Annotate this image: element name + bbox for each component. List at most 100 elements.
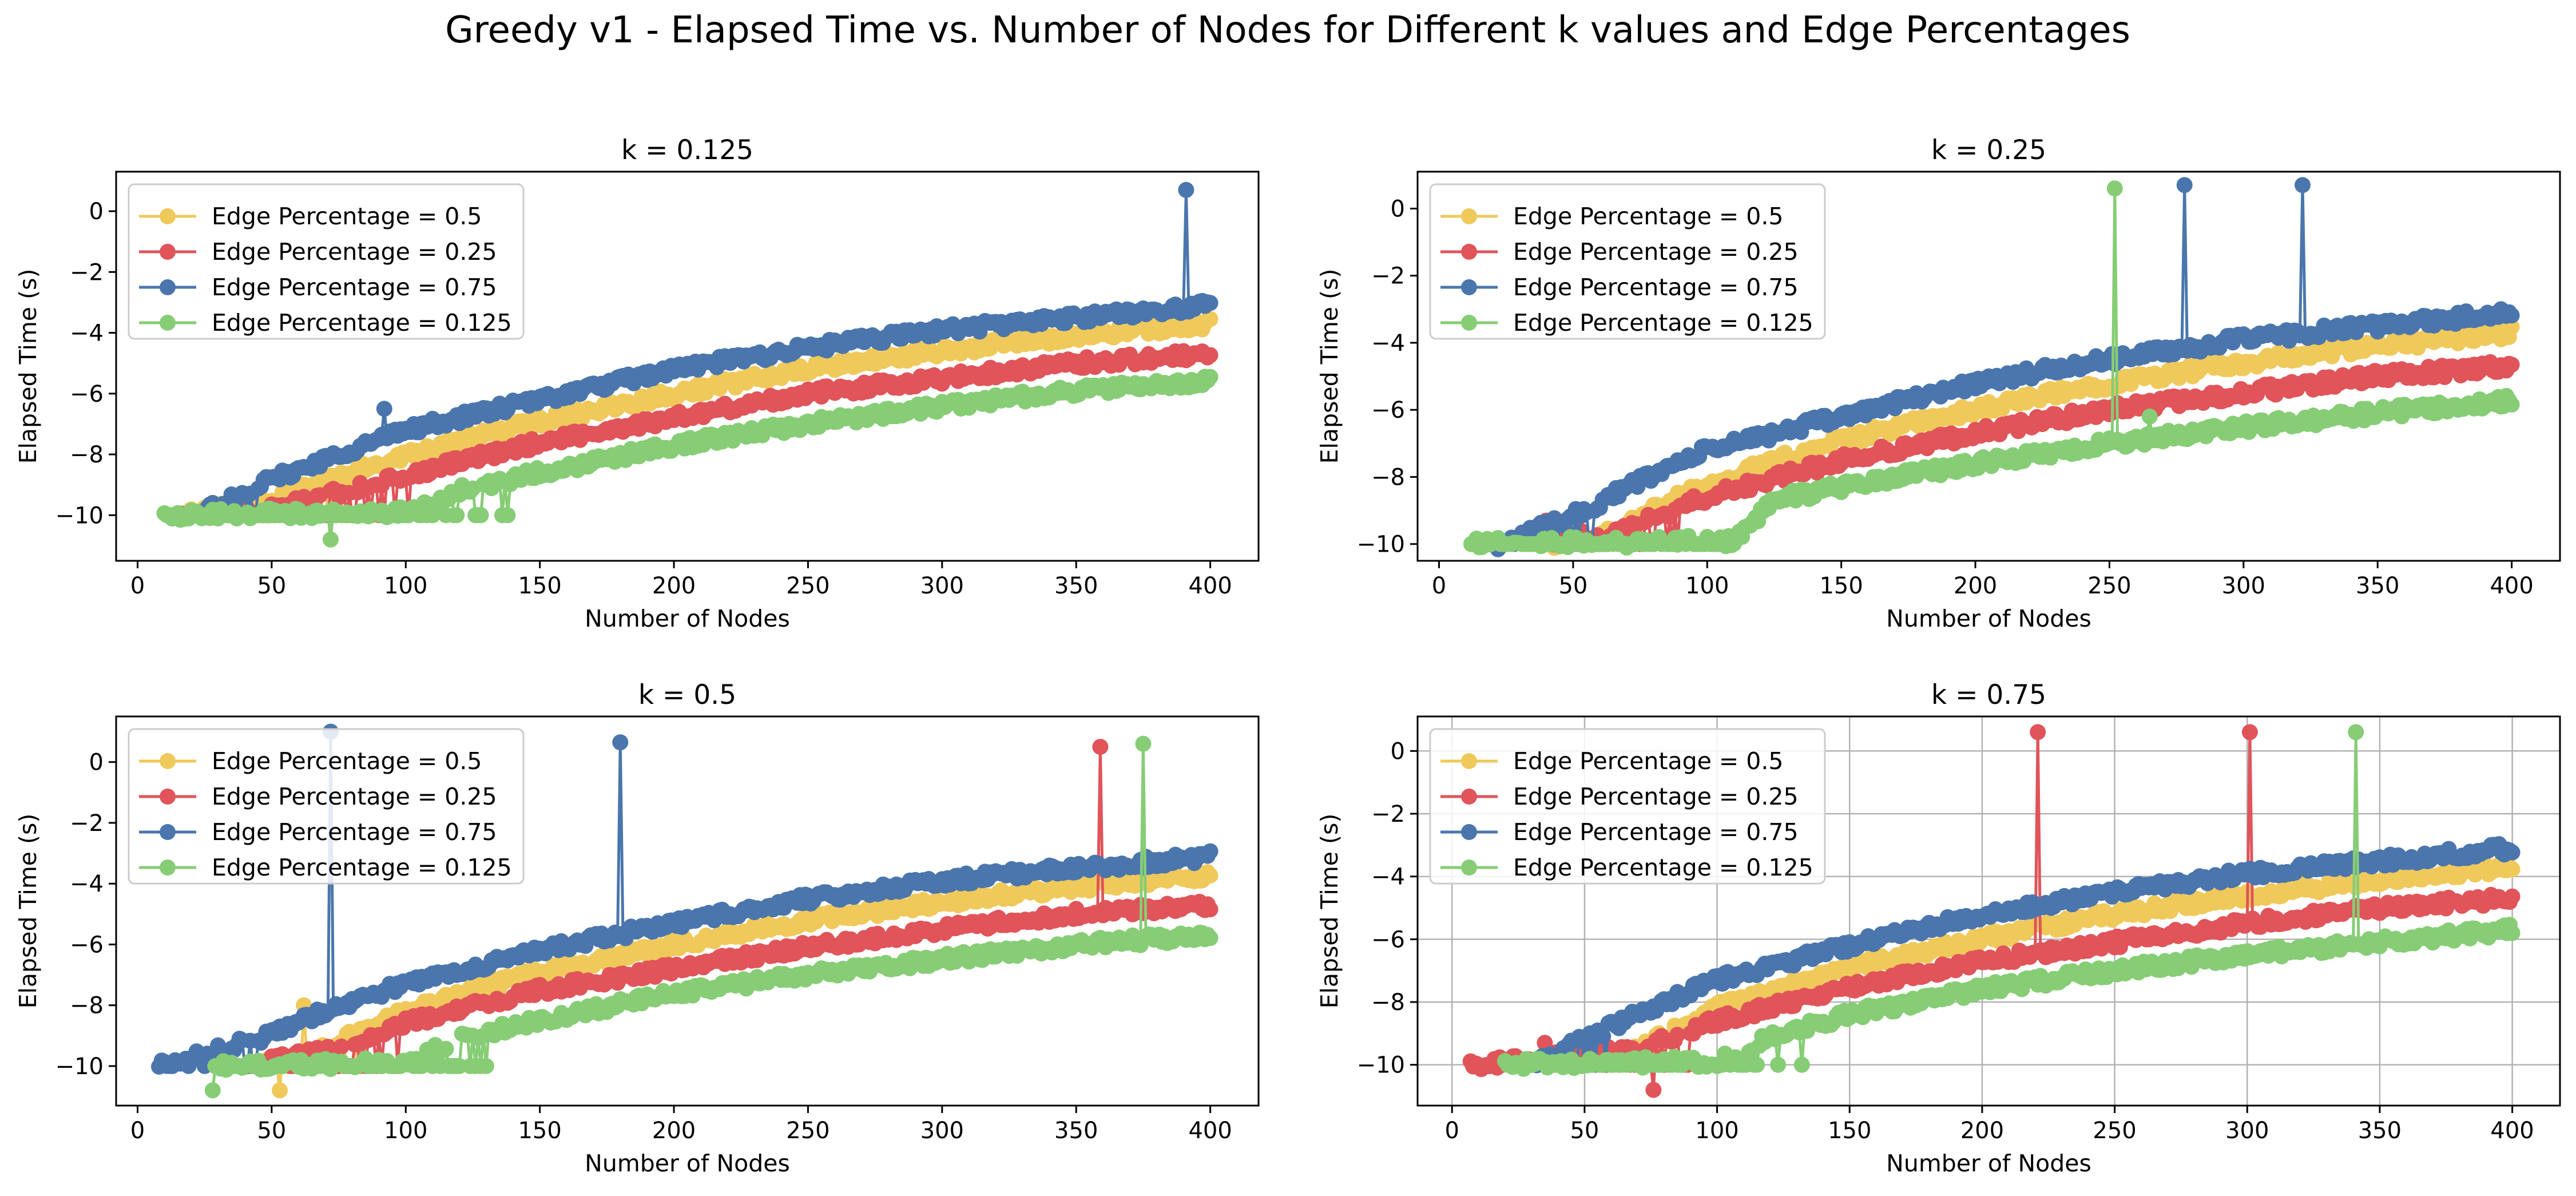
legend-label: Edge Percentage = 0.25 — [1513, 238, 1799, 266]
legend-swatch-marker — [160, 208, 176, 224]
figure-title: Greedy v1 - Elapsed Time vs. Number of N… — [445, 9, 2130, 52]
x-axis-label: Number of Nodes — [585, 605, 790, 632]
data-point — [1202, 930, 1218, 946]
plot-area — [1462, 724, 2521, 1098]
data-point — [448, 507, 465, 524]
legend-swatch-marker — [1461, 279, 1477, 295]
series-edge-percentage-0-125 — [156, 369, 1218, 548]
legend-swatch-marker — [1461, 244, 1477, 260]
x-tick-label: 150 — [518, 1118, 561, 1144]
legend-swatch-marker — [160, 860, 176, 876]
legend-swatch-marker — [160, 279, 176, 295]
chart-panel-4: 0 50 100 150 200 250 300 350 400−10−8−6−4−20k = … — [1316, 679, 2561, 1177]
data-point — [1135, 735, 1152, 752]
y-tick-label: −10 — [55, 502, 104, 529]
x-tick-label: 350 — [1054, 573, 1098, 599]
x-tick-label: 200 — [1954, 573, 1997, 599]
chart-panel-3: 0 50 100 150 200 250 300 350 400−10−8−6−4−20k = … — [14, 679, 1260, 1177]
data-point — [2176, 177, 2193, 193]
data-point — [272, 1082, 288, 1099]
data-point — [2503, 397, 2520, 413]
x-tick-label: 300 — [2222, 573, 2265, 599]
data-point — [2503, 357, 2520, 373]
legend-swatch-marker — [160, 315, 176, 331]
x-tick-label: 250 — [786, 1118, 829, 1144]
legend-label: Edge Percentage = 0.125 — [212, 309, 512, 336]
legend-label: Edge Percentage = 0.75 — [1513, 274, 1799, 301]
data-point — [1202, 347, 1218, 363]
y-tick-label: −2 — [1371, 263, 1405, 290]
x-tick-label: 300 — [920, 573, 964, 599]
x-tick-label: 150 — [518, 573, 561, 599]
x-tick-label: 0 — [130, 1118, 145, 1144]
axes-frame — [115, 171, 1260, 562]
legend-label: Edge Percentage = 0.125 — [212, 854, 512, 881]
chart-panel-1: 0 50 100 150 200 250 300 350 400−10−8−6−4−20k = … — [14, 134, 1260, 632]
legend: Edge Percentage = 0.5 Edge Percentage = 0… — [128, 183, 525, 340]
x-tick-label: 0 — [130, 573, 145, 599]
x-tick-label: 100 — [1685, 573, 1729, 599]
legend-label: Edge Percentage = 0.5 — [212, 203, 482, 230]
y-tick-label: −10 — [55, 1054, 104, 1080]
data-point — [1202, 295, 1218, 311]
series-edge-percentage-0-125 — [1463, 180, 2520, 556]
legend-box — [1429, 183, 1826, 340]
data-point — [1202, 867, 1218, 884]
legend-label: Edge Percentage = 0.125 — [1513, 309, 1813, 336]
data-point — [1202, 901, 1218, 917]
series-edge-percentage-0-5 — [1563, 856, 2521, 1074]
x-tick-label: 350 — [2356, 573, 2399, 599]
data-point — [204, 1082, 221, 1099]
series-line — [1541, 326, 2514, 549]
legend-label: Edge Percentage = 0.25 — [212, 783, 497, 810]
subplot-title: k = 0.125 — [621, 134, 753, 166]
legend-label: Edge Percentage = 0.25 — [212, 238, 497, 266]
subplot-title: k = 0.5 — [638, 679, 736, 711]
legend-box — [128, 183, 525, 340]
legend-box — [128, 728, 525, 885]
series-edge-percentage-0-5 — [1533, 319, 2520, 556]
axes-frame — [115, 715, 1260, 1107]
data-point — [473, 507, 489, 524]
y-tick-label: 0 — [89, 199, 104, 225]
y-tick-label: −6 — [70, 381, 104, 407]
x-tick-label: 350 — [1054, 1118, 1098, 1144]
data-point — [499, 507, 516, 524]
x-tick-label: 0 — [1432, 573, 1446, 599]
plot-area — [1463, 177, 2520, 557]
y-tick-label: −4 — [70, 320, 104, 347]
data-point — [612, 734, 629, 751]
x-tick-label: 100 — [384, 573, 427, 599]
legend-swatch-marker — [160, 244, 176, 260]
series-edge-percentage-0-125 — [204, 735, 1218, 1099]
y-tick-label: −8 — [70, 993, 104, 1019]
x-tick-label: 100 — [384, 1118, 427, 1144]
legend-swatch-marker — [1461, 208, 1477, 224]
x-tick-label: 250 — [2087, 573, 2131, 599]
data-point — [333, 1038, 350, 1055]
data-point — [438, 1040, 454, 1057]
x-tick-label: 50 — [1558, 573, 1587, 599]
x-axis-label: Number of Nodes — [585, 1150, 790, 1177]
series-edge-percentage-0-75 — [188, 181, 1218, 524]
y-tick-label: −6 — [70, 932, 104, 958]
data-point — [2106, 180, 2123, 197]
y-axis-label: Elapsed Time (s) — [14, 269, 42, 464]
data-point — [2141, 408, 2158, 425]
x-tick-label: 400 — [1188, 573, 1232, 599]
y-tick-label: −4 — [70, 871, 104, 897]
x-tick-label: 200 — [652, 1118, 696, 1144]
y-tick-label: −4 — [1371, 330, 1405, 357]
legend-swatch-marker — [160, 824, 176, 840]
y-axis-label: Elapsed Time (s) — [1316, 269, 1343, 464]
data-point — [1202, 311, 1218, 327]
y-tick-label: −2 — [70, 259, 104, 286]
chart-panel-2: 0 50 100 150 200 250 300 350 400−10−8−6−4−20k = … — [1316, 134, 2561, 632]
legend-label: Edge Percentage = 0.75 — [212, 274, 497, 301]
data-point — [1178, 181, 1194, 198]
legend-swatch-marker — [160, 789, 176, 805]
data-point — [376, 401, 392, 417]
series-line — [1570, 862, 2514, 1067]
